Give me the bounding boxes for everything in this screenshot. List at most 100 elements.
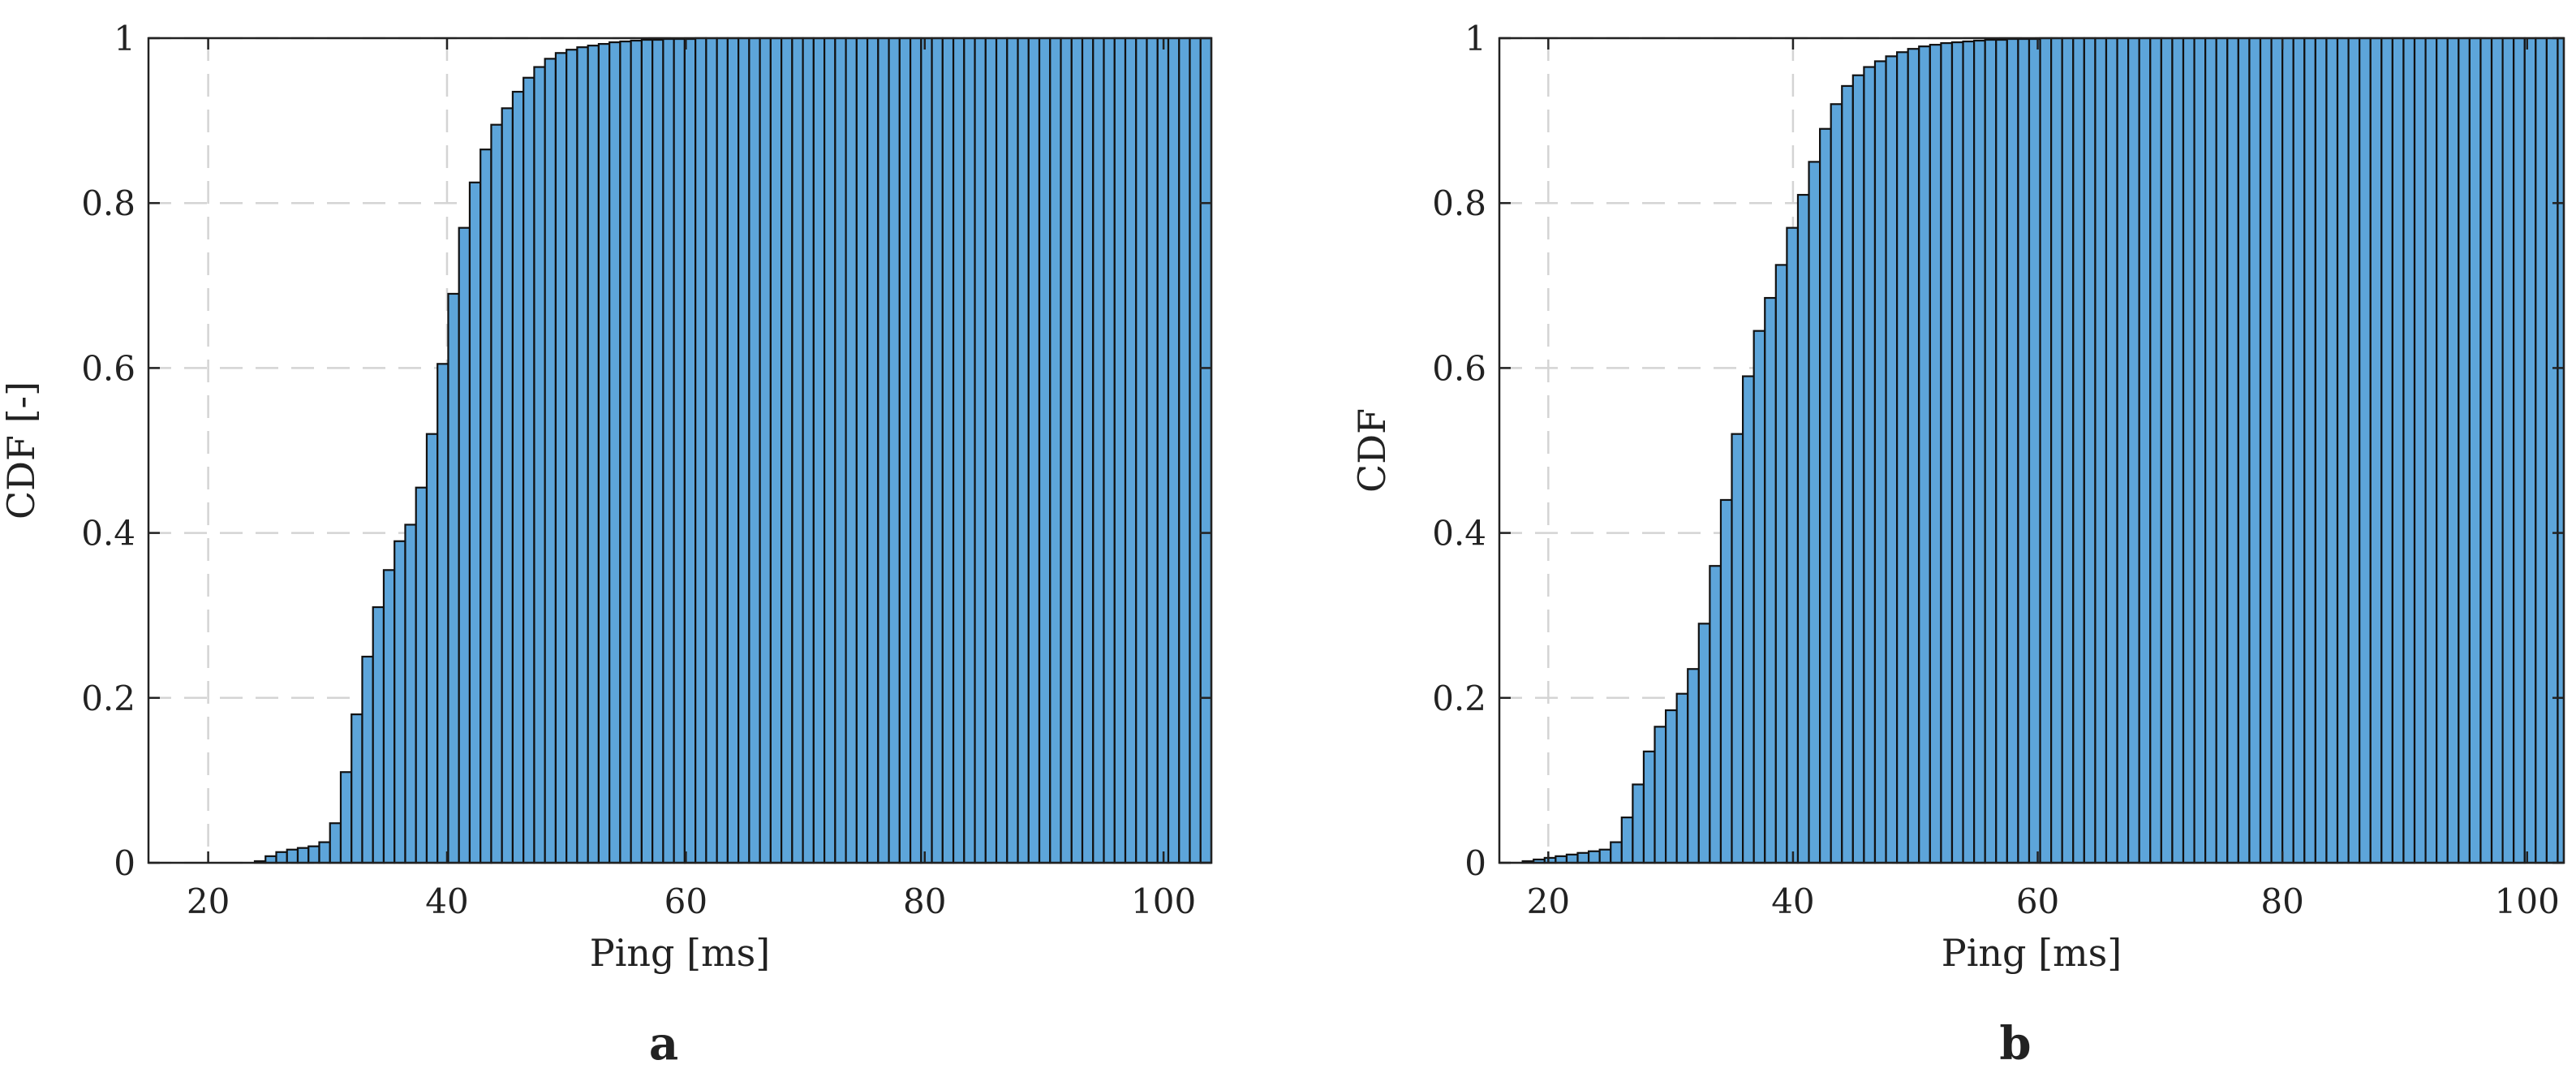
histogram-bar [2116,37,2130,864]
histogram-bar [791,37,804,864]
histogram-bar [2424,37,2438,864]
histogram-bar [683,37,697,864]
histogram-bar [1973,39,1986,864]
histogram-bar [437,363,449,864]
histogram-bar [1124,37,1137,864]
histogram-bar [1081,37,1094,864]
histogram-bar [2446,37,2460,864]
histogram-bar [2204,37,2217,864]
histogram-bar [576,46,589,864]
histogram-bar [2182,37,2195,864]
histogram-bar [1675,692,1689,864]
histogram-bar [1113,37,1127,864]
histogram-bar [2127,37,2140,864]
x-tick-label: 80 [2260,881,2303,921]
histogram-bar [1742,375,1755,864]
histogram-bar [468,181,482,864]
x-tick-label: 20 [187,881,230,921]
histogram-bar [909,37,922,864]
histogram-bar [2336,37,2350,864]
histogram-bar [1984,38,1998,864]
histogram-bar [2215,37,2229,864]
histogram-bar [2325,37,2339,864]
histogram-bar [275,851,288,864]
histogram-bar [2270,37,2284,864]
histogram-bar [490,123,503,864]
histogram-bar [318,841,331,864]
y-axis-label: CDF [1350,408,1394,493]
histogram-bar [587,45,600,864]
histogram-bar [1070,37,1084,864]
histogram-bar [2490,37,2504,864]
histogram-bar [1774,264,1788,864]
histogram-bar [866,37,879,864]
histogram-bar [952,37,965,864]
histogram-bar [1819,127,1832,864]
histogram-bar [716,37,729,864]
histogram-bar [941,37,955,864]
histogram-bar [1995,38,2008,864]
histogram-bar [1950,41,1964,864]
histogram-bar [296,847,310,864]
histogram-bar [2138,37,2152,864]
histogram-bar [824,37,836,864]
histogram-bar [1796,193,1810,864]
y-tick-label: 1 [1464,19,1486,58]
histogram-bar [609,41,621,864]
histogram-bar [974,37,987,864]
x-tick-label: 100 [2495,881,2560,921]
x-tick-label: 20 [1527,881,1570,921]
histogram-bar [1189,37,1202,864]
histogram-bar [458,226,471,864]
histogram-bar [726,37,740,864]
bar-series [253,37,1213,864]
histogram-bar [2050,37,2063,864]
histogram-bar [329,822,342,864]
histogram-bar [1929,44,1942,864]
histogram-bar [1731,433,1744,864]
histogram-bar [480,149,492,864]
histogram-bar [382,569,396,864]
histogram-bar [1156,37,1170,864]
histogram-bar [1610,841,1623,864]
histogram-bar [339,771,353,864]
histogram-bar [984,37,998,864]
histogram-bar [1103,37,1116,864]
histogram-bar [834,37,847,864]
y-tick-label: 0.4 [1432,514,1486,554]
histogram-bar [1587,850,1601,864]
histogram-bar [415,486,428,864]
histogram-bar [1060,37,1073,864]
histogram-bar [1687,668,1700,864]
y-axis-label: CDF [-] [0,381,43,519]
histogram-bar [1049,37,1062,864]
histogram-bar [931,37,944,864]
histogram-bar [2458,37,2471,864]
histogram-bar [1873,60,1887,864]
histogram-bar [1664,709,1678,864]
x-tick-label: 60 [2016,881,2059,921]
histogram-bar [393,540,406,864]
histogram-bar [888,37,901,864]
histogram-bar [1038,37,1051,864]
histogram-bar [1006,37,1019,864]
histogram-bar [2535,37,2548,864]
histogram-bar [2149,37,2162,864]
histogram-bar [2171,37,2185,864]
histogram-bar [2479,37,2493,864]
histogram-bar [748,37,761,864]
histogram-bar [2436,37,2449,864]
histogram-bar [501,107,514,864]
histogram-bar [673,37,686,864]
histogram-bar [769,37,783,864]
histogram-bar [1167,37,1180,864]
y-tick-label: 0.6 [81,348,135,388]
histogram-bar [1885,55,1899,864]
histogram-bar [2468,37,2482,864]
y-tick-label: 0 [114,843,135,883]
bar-series [1521,37,2565,864]
histogram-bar [2281,37,2294,864]
histogram-bar [1598,848,1612,864]
histogram-bar [662,37,675,864]
